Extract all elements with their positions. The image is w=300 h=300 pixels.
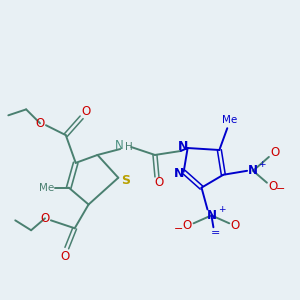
- Text: O: O: [81, 105, 90, 118]
- Text: +: +: [218, 205, 225, 214]
- Text: Me: Me: [39, 183, 55, 193]
- Text: O: O: [154, 176, 164, 189]
- Text: O: O: [40, 212, 50, 225]
- Text: O: O: [231, 219, 240, 232]
- Text: =: =: [211, 228, 220, 238]
- Text: +: +: [258, 160, 266, 169]
- Text: N: N: [206, 209, 216, 222]
- Text: Me: Me: [222, 115, 237, 125]
- Text: −: −: [276, 184, 286, 194]
- Text: O: O: [60, 250, 69, 262]
- Text: H: H: [125, 142, 133, 152]
- Text: O: O: [182, 219, 191, 232]
- Text: S: S: [121, 174, 130, 187]
- Text: N: N: [173, 167, 184, 180]
- Text: N: N: [178, 140, 188, 152]
- Text: N: N: [248, 164, 258, 177]
- Text: O: O: [270, 146, 280, 160]
- Text: N: N: [115, 139, 124, 152]
- Text: O: O: [268, 180, 278, 193]
- Text: O: O: [35, 117, 45, 130]
- Text: −: −: [174, 224, 183, 234]
